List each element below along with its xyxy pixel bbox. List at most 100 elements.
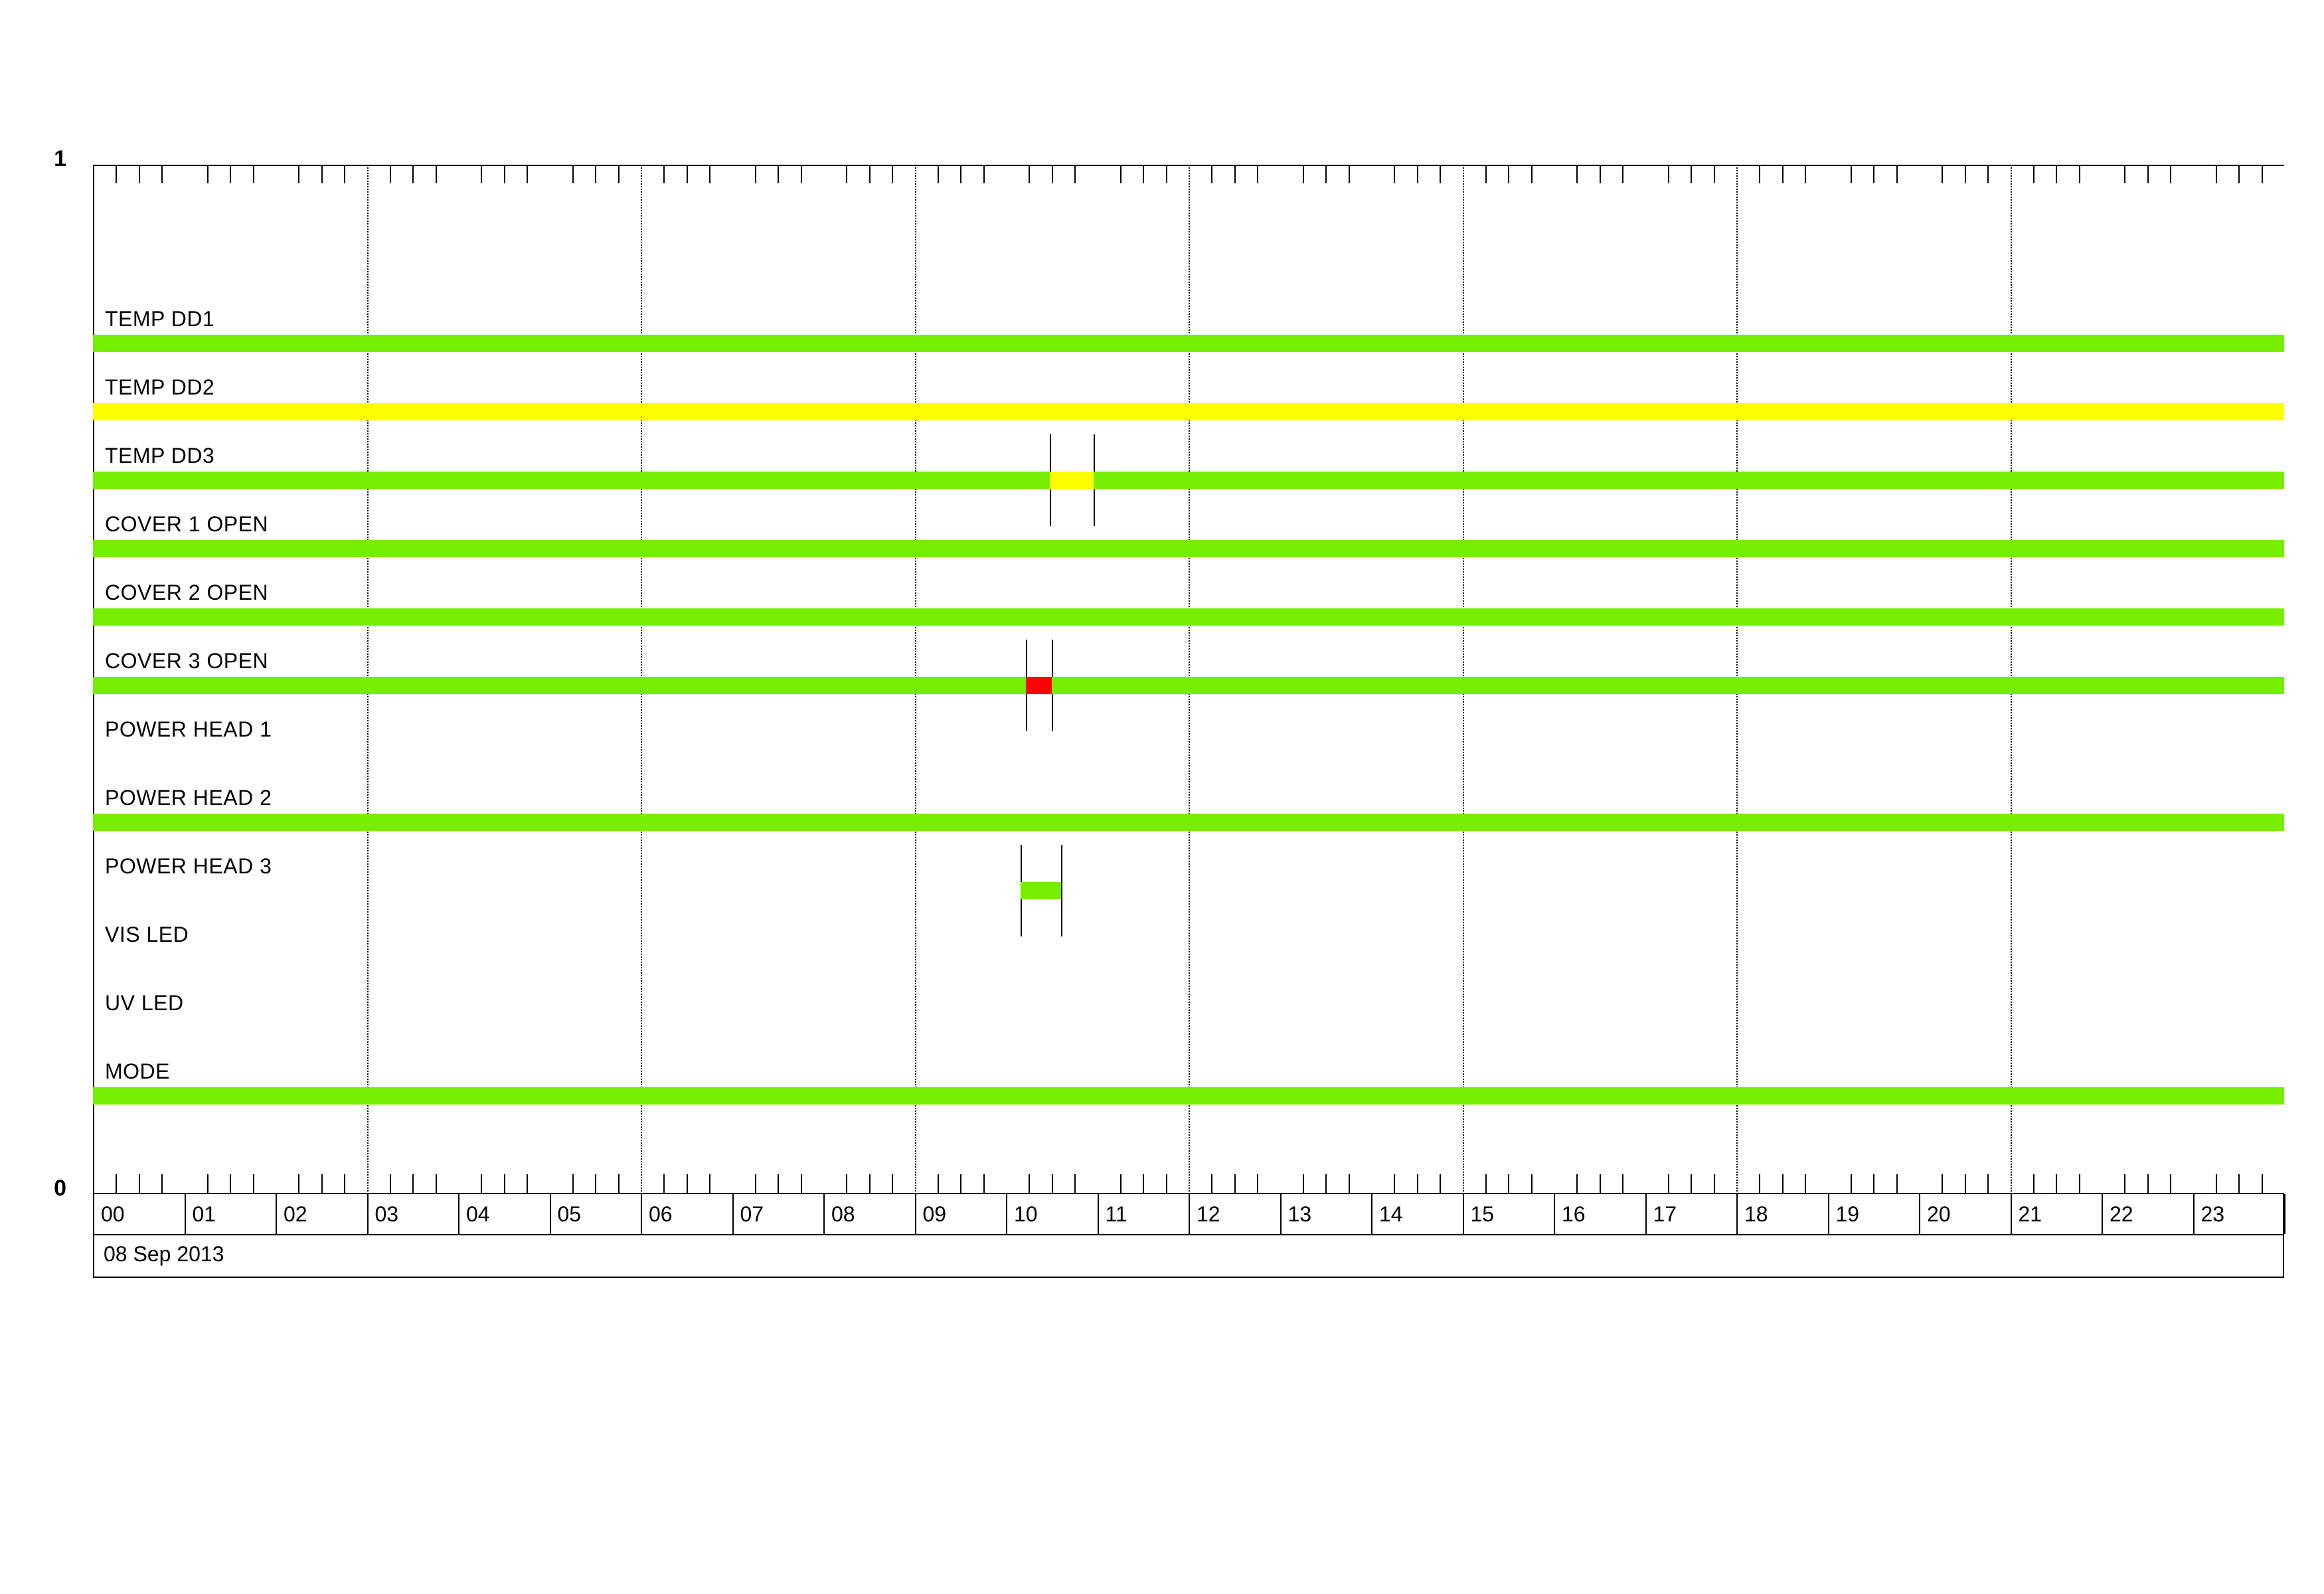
tick-top — [1805, 166, 1807, 183]
tick-top — [572, 166, 574, 183]
tick-bottom — [1325, 1174, 1327, 1193]
tick-bottom — [869, 1174, 871, 1193]
tick-bottom — [481, 1174, 483, 1193]
tick-top — [2215, 166, 2217, 183]
tick-bottom — [846, 1174, 848, 1193]
tick-bottom — [1394, 1174, 1396, 1193]
tick-bottom — [1531, 1174, 1533, 1193]
hour-label-03: 03 — [369, 1194, 459, 1234]
tick-top — [207, 166, 208, 183]
signal-row-label: POWER HEAD 2 — [105, 786, 272, 810]
event-marker-line — [1060, 845, 1062, 936]
tick-bottom — [1759, 1174, 1761, 1193]
tick-top — [1622, 166, 1624, 183]
tick-bottom — [344, 1174, 346, 1193]
signal-row-label: COVER 1 OPEN — [105, 512, 269, 536]
tick-bottom — [2215, 1174, 2217, 1193]
hour-label-09: 09 — [916, 1194, 1007, 1234]
tick-top — [1394, 166, 1396, 183]
tick-top — [663, 166, 665, 183]
tick-bottom — [1691, 1174, 1693, 1193]
tick-bottom — [2147, 1174, 2149, 1193]
tick-top — [778, 166, 780, 183]
tick-top — [937, 166, 939, 183]
tick-top — [1759, 166, 1761, 183]
hour-label-18: 18 — [1738, 1194, 1829, 1234]
tick-top — [754, 166, 756, 183]
state-segment-warn — [93, 403, 2284, 420]
hour-label-17: 17 — [1647, 1194, 1738, 1234]
tick-top — [321, 166, 323, 183]
tick-bottom — [595, 1174, 597, 1193]
tick-top — [230, 166, 232, 183]
tick-top — [2078, 166, 2080, 183]
tick-bottom — [2261, 1174, 2263, 1193]
tick-top — [1942, 166, 1944, 183]
tick-bottom — [2124, 1174, 2126, 1193]
tick-bottom — [321, 1174, 323, 1193]
hour-label-06: 06 — [642, 1194, 734, 1234]
hour-label-22: 22 — [2103, 1194, 2195, 1234]
tick-bottom — [527, 1174, 529, 1193]
tick-bottom — [686, 1174, 688, 1193]
tick-bottom — [1440, 1174, 1442, 1193]
tick-top — [1165, 166, 1167, 183]
tick-top — [2056, 166, 2058, 183]
tick-top — [709, 166, 711, 183]
tick-bottom — [709, 1174, 711, 1193]
tick-bottom — [207, 1174, 208, 1193]
tick-top — [1896, 166, 1898, 183]
tick-bottom — [1987, 1174, 1989, 1193]
tick-top — [161, 166, 163, 183]
tick-bottom — [1051, 1174, 1053, 1193]
tick-top — [344, 166, 346, 183]
tick-top — [1211, 166, 1213, 183]
tick-top — [983, 166, 985, 183]
tick-top — [1508, 166, 1510, 183]
tick-bottom — [2033, 1174, 2034, 1193]
signal-row-label: TEMP DD3 — [105, 444, 215, 468]
tick-top — [1713, 166, 1715, 183]
tick-bottom — [960, 1174, 962, 1193]
signal-row-label: UV LED — [105, 991, 184, 1015]
tick-top — [1667, 166, 1669, 183]
hour-label-11: 11 — [1099, 1194, 1190, 1234]
tick-bottom — [1942, 1174, 1944, 1193]
tick-bottom — [1576, 1174, 1578, 1193]
tick-top — [1143, 166, 1145, 183]
tick-bottom — [389, 1174, 391, 1193]
tick-top — [1325, 166, 1327, 183]
tick-bottom — [1622, 1174, 1624, 1193]
y-axis-bottom-label: 0 — [54, 1176, 66, 1201]
tick-top — [686, 166, 688, 183]
tick-top — [2170, 166, 2172, 183]
tick-top — [412, 166, 414, 183]
tick-top — [252, 166, 254, 183]
tick-top — [1873, 166, 1875, 183]
hour-label-16: 16 — [1555, 1194, 1647, 1234]
tick-top — [389, 166, 391, 183]
tick-top — [1691, 166, 1693, 183]
tick-top — [1531, 166, 1533, 183]
state-segment-ok — [93, 472, 1050, 489]
y-axis-top-label: 1 — [54, 146, 66, 171]
tick-bottom — [1713, 1174, 1715, 1193]
state-segment-ok — [93, 608, 2284, 626]
tick-bottom — [1805, 1174, 1807, 1193]
tick-bottom — [800, 1174, 802, 1193]
tick-bottom — [1599, 1174, 1601, 1193]
tick-top — [116, 166, 118, 183]
tick-bottom — [298, 1174, 300, 1193]
tick-top — [503, 166, 505, 183]
tick-top — [800, 166, 802, 183]
tick-top — [618, 166, 620, 183]
tick-top — [1257, 166, 1259, 183]
tick-bottom — [503, 1174, 505, 1193]
tick-bottom — [116, 1174, 118, 1193]
tick-bottom — [1211, 1174, 1213, 1193]
tick-top — [138, 166, 140, 183]
state-segment-ok — [93, 335, 2284, 352]
tick-bottom — [937, 1174, 939, 1193]
hour-label-02: 02 — [277, 1194, 369, 1234]
tick-top — [1440, 166, 1442, 183]
